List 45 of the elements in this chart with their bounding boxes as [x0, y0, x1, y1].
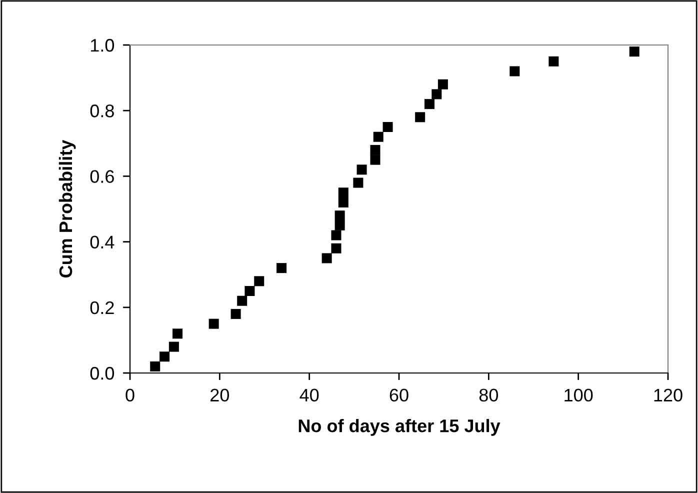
x-axis-title: No of days after 15 July — [298, 419, 500, 436]
point — [338, 188, 348, 198]
y-tick-label: 1.0 — [91, 38, 114, 52]
y-tick-label: 0.6 — [90, 170, 114, 183]
point — [331, 243, 342, 254]
point — [510, 66, 520, 76]
y-tick-label: 0.2 — [90, 301, 114, 314]
y-tick-label: 0.0 — [90, 366, 114, 380]
point — [548, 56, 559, 66]
x-tick-label: 40 — [300, 388, 319, 402]
point — [276, 263, 287, 274]
point — [338, 197, 348, 208]
point — [322, 253, 332, 264]
point — [150, 361, 160, 372]
point — [356, 164, 367, 175]
point — [334, 220, 345, 230]
point — [160, 352, 170, 362]
point — [254, 276, 264, 286]
point — [244, 286, 255, 296]
x-tick-label: 120 — [654, 388, 682, 402]
point — [415, 112, 426, 122]
point — [370, 144, 380, 155]
point — [373, 132, 384, 142]
point — [629, 46, 640, 57]
x-tick-label: 80 — [479, 388, 498, 402]
y-tick-label: 0.8 — [90, 104, 114, 118]
point — [168, 342, 179, 352]
x-tick-label: 60 — [390, 388, 408, 402]
point — [353, 178, 364, 188]
y-tick-label: 0.4 — [90, 236, 114, 249]
point — [237, 296, 248, 306]
x-tick-label: 0 — [126, 388, 134, 402]
point — [208, 318, 219, 329]
point — [331, 230, 342, 240]
x-tick-label: 100 — [564, 388, 593, 402]
point — [382, 122, 393, 132]
point — [172, 328, 183, 339]
point — [424, 99, 434, 110]
point — [334, 210, 345, 221]
point — [432, 89, 442, 100]
point — [230, 308, 241, 319]
point — [370, 154, 380, 165]
point — [438, 79, 448, 90]
y-axis-title: Cum Probability — [58, 140, 76, 278]
x-tick-label: 20 — [210, 388, 230, 402]
